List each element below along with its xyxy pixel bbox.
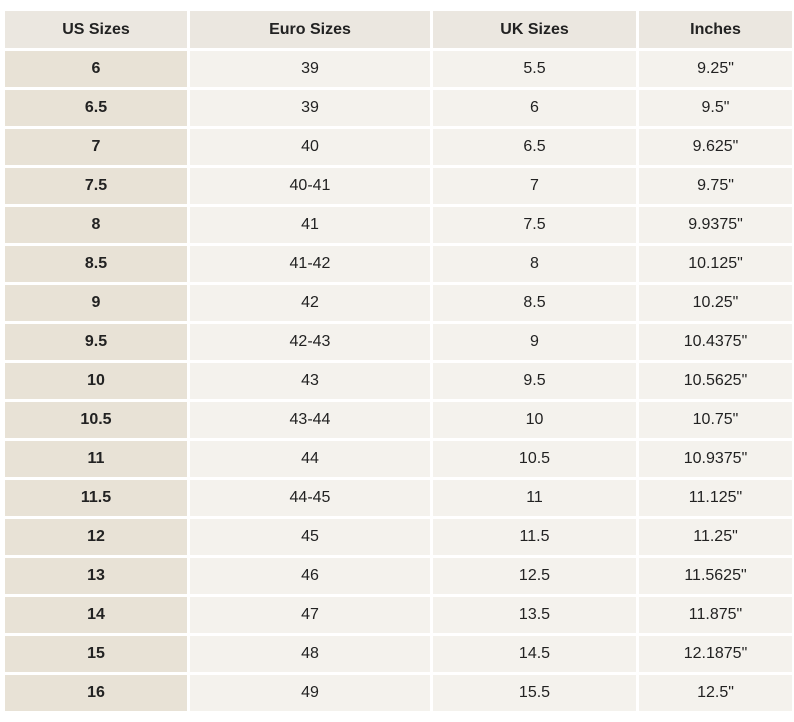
us-size-cell: 10 <box>5 363 187 399</box>
size-cell: 11.5625" <box>639 558 792 594</box>
us-size-cell: 8.5 <box>5 246 187 282</box>
table-row: 11.5 44-45 11 11.125" <box>5 480 792 516</box>
size-cell: 44 <box>190 441 430 477</box>
table-row: 10 43 9.5 10.5625" <box>5 363 792 399</box>
us-size-cell: 8 <box>5 207 187 243</box>
size-cell: 9.5 <box>433 363 636 399</box>
us-size-cell: 16 <box>5 675 187 711</box>
size-cell: 48 <box>190 636 430 672</box>
size-cell: 14.5 <box>433 636 636 672</box>
size-cell: 49 <box>190 675 430 711</box>
size-cell: 9.75" <box>639 168 792 204</box>
size-cell: 11.5 <box>433 519 636 555</box>
size-cell: 5.5 <box>433 51 636 87</box>
table-row: 13 46 12.5 11.5625" <box>5 558 792 594</box>
size-cell: 12.1875" <box>639 636 792 672</box>
table-body: 6 39 5.5 9.25" 6.5 39 6 9.5" 7 40 6.5 9.625" 7.5 40-4… <box>5 51 792 711</box>
size-cell: 11.25" <box>639 519 792 555</box>
size-cell: 39 <box>190 90 430 126</box>
us-size-cell: 15 <box>5 636 187 672</box>
table-row: 15 48 14.5 12.1875" <box>5 636 792 672</box>
size-cell: 10.75" <box>639 402 792 438</box>
us-size-cell: 6.5 <box>5 90 187 126</box>
size-cell: 10.9375" <box>639 441 792 477</box>
table-row: 11 44 10.5 10.9375" <box>5 441 792 477</box>
size-cell: 40 <box>190 129 430 165</box>
size-cell: 43 <box>190 363 430 399</box>
size-cell: 11 <box>433 480 636 516</box>
size-cell: 42-43 <box>190 324 430 360</box>
size-cell: 10.125" <box>639 246 792 282</box>
size-cell: 9.5" <box>639 90 792 126</box>
size-cell: 8 <box>433 246 636 282</box>
header-cell: UK Sizes <box>433 11 636 48</box>
us-size-cell: 14 <box>5 597 187 633</box>
size-cell: 9.25" <box>639 51 792 87</box>
size-cell: 6.5 <box>433 129 636 165</box>
size-cell: 47 <box>190 597 430 633</box>
size-cell: 7.5 <box>433 207 636 243</box>
size-cell: 45 <box>190 519 430 555</box>
us-size-cell: 11.5 <box>5 480 187 516</box>
size-cell: 15.5 <box>433 675 636 711</box>
size-cell: 9.625" <box>639 129 792 165</box>
us-size-cell: 11 <box>5 441 187 477</box>
us-size-cell: 10.5 <box>5 402 187 438</box>
table-row: 16 49 15.5 12.5" <box>5 675 792 711</box>
table-row: 6 39 5.5 9.25" <box>5 51 792 87</box>
size-cell: 10.5625" <box>639 363 792 399</box>
size-cell: 7 <box>433 168 636 204</box>
table-row: 8 41 7.5 9.9375" <box>5 207 792 243</box>
size-cell: 10.5 <box>433 441 636 477</box>
size-cell: 10.4375" <box>639 324 792 360</box>
size-cell: 44-45 <box>190 480 430 516</box>
us-size-cell: 13 <box>5 558 187 594</box>
size-cell: 9.9375" <box>639 207 792 243</box>
size-cell: 43-44 <box>190 402 430 438</box>
size-cell: 6 <box>433 90 636 126</box>
table-row: 12 45 11.5 11.25" <box>5 519 792 555</box>
size-cell: 42 <box>190 285 430 321</box>
size-cell: 46 <box>190 558 430 594</box>
table-row: 6.5 39 6 9.5" <box>5 90 792 126</box>
us-size-cell: 7.5 <box>5 168 187 204</box>
size-cell: 41-42 <box>190 246 430 282</box>
table-row: 9 42 8.5 10.25" <box>5 285 792 321</box>
size-cell: 12.5" <box>639 675 792 711</box>
size-cell: 9 <box>433 324 636 360</box>
us-size-cell: 12 <box>5 519 187 555</box>
size-cell: 10.25" <box>639 285 792 321</box>
size-cell: 41 <box>190 207 430 243</box>
size-cell: 13.5 <box>433 597 636 633</box>
table-row: 10.5 43-44 10 10.75" <box>5 402 792 438</box>
table-row: 7 40 6.5 9.625" <box>5 129 792 165</box>
size-chart-table: US Sizes Euro Sizes UK Sizes Inches 6 39 5… <box>2 8 794 714</box>
header-row: US Sizes Euro Sizes UK Sizes Inches <box>5 11 792 48</box>
us-size-cell: 7 <box>5 129 187 165</box>
size-cell: 11.125" <box>639 480 792 516</box>
table-row: 14 47 13.5 11.875" <box>5 597 792 633</box>
header-cell: US Sizes <box>5 11 187 48</box>
size-cell: 12.5 <box>433 558 636 594</box>
size-cell: 39 <box>190 51 430 87</box>
table-row: 8.5 41-42 8 10.125" <box>5 246 792 282</box>
table-row: 9.5 42-43 9 10.4375" <box>5 324 792 360</box>
size-cell: 10 <box>433 402 636 438</box>
header-cell: Inches <box>639 11 792 48</box>
us-size-cell: 9 <box>5 285 187 321</box>
size-cell: 8.5 <box>433 285 636 321</box>
us-size-cell: 6 <box>5 51 187 87</box>
size-cell: 11.875" <box>639 597 792 633</box>
header-cell: Euro Sizes <box>190 11 430 48</box>
table-row: 7.5 40-41 7 9.75" <box>5 168 792 204</box>
size-cell: 40-41 <box>190 168 430 204</box>
us-size-cell: 9.5 <box>5 324 187 360</box>
